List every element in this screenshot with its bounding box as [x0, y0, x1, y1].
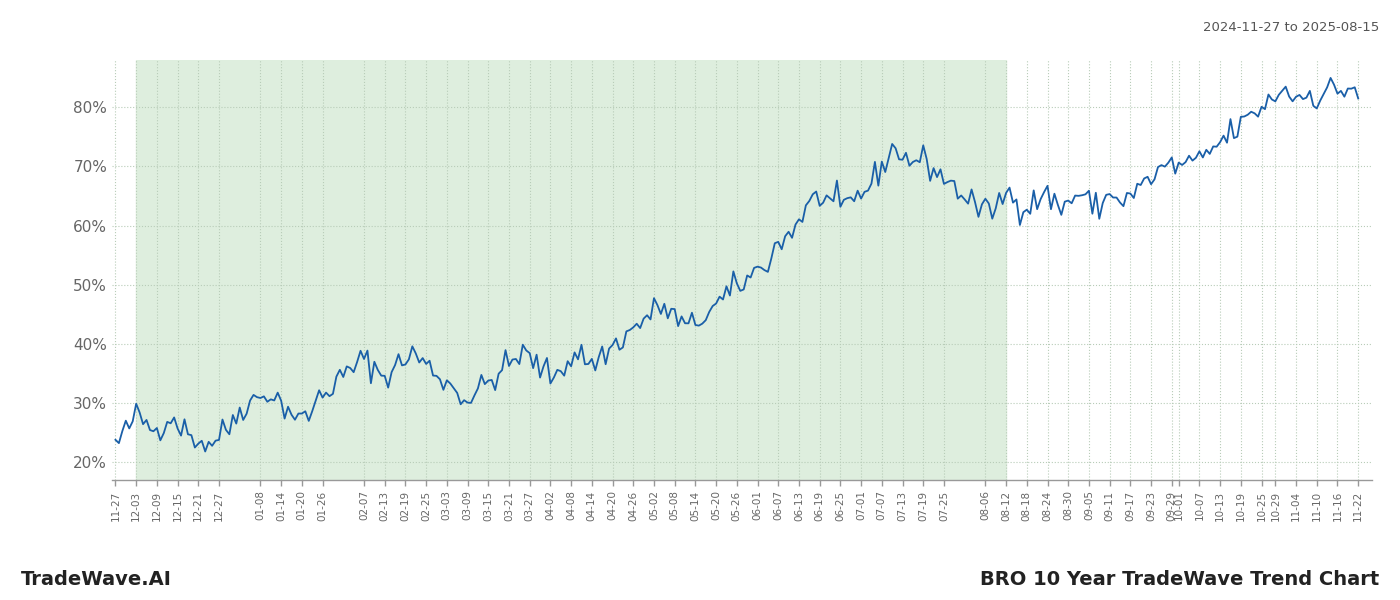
Bar [136, 60, 1007, 480]
Text: 2024-11-27 to 2025-08-15: 2024-11-27 to 2025-08-15 [1203, 21, 1379, 34]
Text: BRO 10 Year TradeWave Trend Chart: BRO 10 Year TradeWave Trend Chart [980, 570, 1379, 589]
Text: TradeWave.AI: TradeWave.AI [21, 570, 172, 589]
